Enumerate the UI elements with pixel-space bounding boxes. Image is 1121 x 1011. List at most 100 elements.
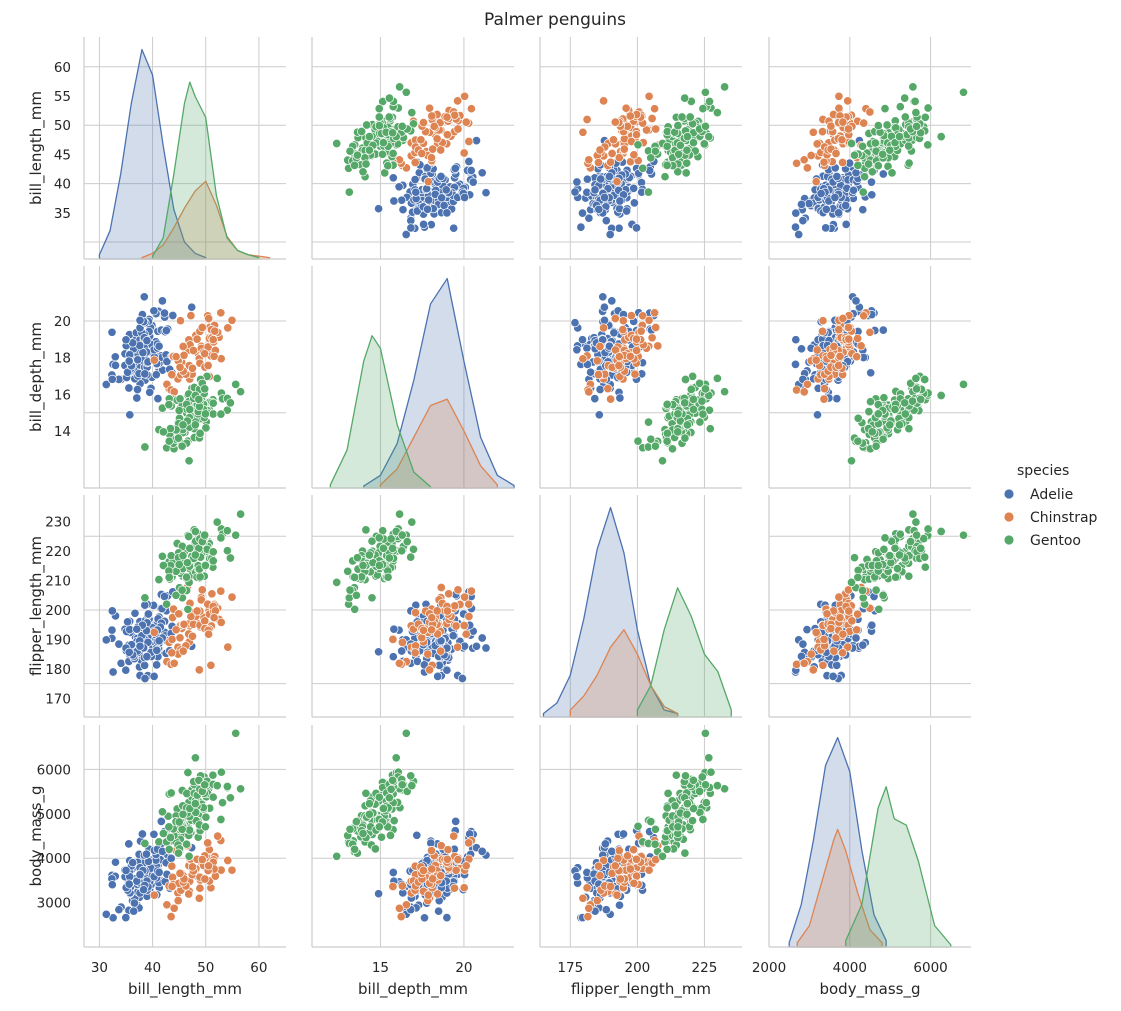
point-gentoo: [406, 771, 416, 781]
point-adelie: [481, 643, 491, 653]
point-gentoo: [700, 780, 711, 790]
point-gentoo: [685, 112, 695, 122]
point-gentoo: [853, 413, 863, 423]
point-gentoo: [184, 851, 194, 861]
point-adelie: [570, 318, 580, 328]
point-chinstrap: [806, 150, 816, 161]
point-adelie: [162, 356, 172, 367]
point-adelie: [436, 171, 446, 182]
point-chinstrap: [436, 582, 446, 593]
point-adelie: [878, 325, 888, 335]
point-adelie: [451, 816, 461, 826]
point-gentoo: [386, 534, 396, 544]
point-chinstrap: [200, 874, 210, 884]
point-chinstrap: [188, 345, 198, 356]
tick-label-y: 16: [54, 387, 71, 403]
point-adelie: [388, 652, 398, 662]
tick-label-y: 50: [54, 118, 71, 134]
tick-label-y: 3000: [37, 896, 71, 912]
point-chinstrap: [207, 589, 217, 599]
point-chinstrap: [394, 658, 404, 668]
point-gentoo: [958, 379, 969, 389]
point-adelie: [832, 660, 842, 670]
point-gentoo: [357, 126, 367, 137]
point-chinstrap: [427, 864, 437, 874]
point-chinstrap: [169, 658, 179, 668]
point-gentoo: [364, 132, 374, 142]
point-chinstrap: [428, 144, 438, 154]
point-gentoo: [162, 599, 172, 609]
point-chinstrap: [595, 145, 605, 155]
point-chinstrap: [186, 311, 196, 321]
point-chinstrap: [834, 91, 844, 101]
tick-label-x: 4000: [833, 960, 867, 976]
point-chinstrap: [852, 352, 862, 362]
point-adelie: [821, 204, 831, 214]
point-chinstrap: [453, 642, 463, 652]
point-chinstrap: [442, 606, 452, 616]
point-gentoo: [358, 560, 368, 571]
point-adelie: [107, 374, 117, 384]
point-gentoo: [912, 384, 922, 394]
point-gentoo: [332, 138, 342, 149]
point-adelie: [834, 208, 844, 218]
point-chinstrap: [410, 157, 420, 168]
point-gentoo: [650, 146, 660, 156]
point-gentoo: [164, 436, 174, 446]
point-chinstrap: [629, 150, 639, 160]
point-chinstrap: [819, 157, 829, 167]
point-chinstrap: [216, 308, 226, 318]
point-gentoo: [688, 138, 699, 148]
point-gentoo: [374, 533, 384, 543]
point-chinstrap: [593, 370, 604, 380]
point-adelie: [601, 216, 611, 226]
point-adelie: [159, 591, 170, 602]
point-adelie: [604, 171, 614, 182]
point-chinstrap: [852, 625, 862, 635]
point-gentoo: [408, 544, 419, 554]
point-chinstrap: [461, 629, 471, 639]
point-chinstrap: [410, 608, 421, 618]
point-gentoo: [231, 728, 241, 738]
point-gentoo: [908, 82, 918, 92]
point-adelie: [154, 867, 164, 877]
point-adelie: [140, 673, 150, 684]
point-gentoo: [912, 530, 922, 540]
point-chinstrap: [450, 110, 460, 120]
point-chinstrap: [192, 606, 202, 616]
point-chinstrap: [843, 322, 854, 333]
point-chinstrap: [394, 903, 404, 913]
point-gentoo: [158, 427, 168, 437]
point-chinstrap: [423, 177, 433, 187]
point-adelie: [154, 341, 164, 351]
point-gentoo: [407, 517, 417, 527]
point-adelie: [866, 368, 876, 378]
point-chinstrap: [423, 649, 433, 659]
point-gentoo: [344, 187, 354, 197]
point-adelie: [121, 865, 131, 876]
point-chinstrap: [204, 313, 214, 324]
point-gentoo: [374, 121, 384, 131]
point-chinstrap: [817, 127, 828, 137]
point-adelie: [437, 193, 447, 203]
point-gentoo: [675, 140, 685, 150]
point-chinstrap: [416, 135, 426, 145]
point-adelie: [128, 858, 138, 868]
point-chinstrap: [169, 903, 179, 913]
point-adelie: [389, 196, 399, 206]
legend-title: species: [1017, 463, 1069, 479]
panel-bill_depth_mm-vs-bill_depth_mm: [311, 266, 515, 489]
point-gentoo: [895, 102, 905, 112]
point-chinstrap: [847, 616, 857, 626]
point-adelie: [152, 660, 162, 670]
axis-label-y: body_mass_g: [27, 785, 46, 886]
panel-body_mass_g-vs-body_mass_g: [768, 725, 971, 948]
point-adelie: [802, 625, 812, 635]
point-adelie: [442, 208, 452, 218]
point-gentoo: [871, 585, 881, 595]
point-adelie: [121, 665, 131, 675]
point-gentoo: [364, 145, 374, 155]
point-gentoo: [374, 104, 384, 114]
point-adelie: [389, 624, 399, 634]
point-adelie: [471, 641, 482, 651]
